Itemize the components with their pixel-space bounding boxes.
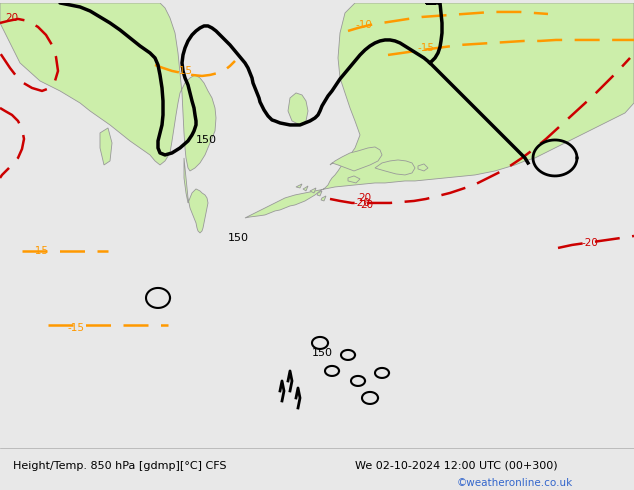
Text: -20: -20: [582, 238, 599, 248]
Text: 20: 20: [358, 193, 371, 203]
Polygon shape: [310, 188, 316, 193]
Text: -10: -10: [355, 20, 372, 30]
Polygon shape: [348, 176, 360, 183]
Polygon shape: [418, 164, 428, 171]
Polygon shape: [0, 3, 216, 171]
Text: -20: -20: [353, 198, 370, 208]
Polygon shape: [184, 158, 208, 233]
Text: 20: 20: [360, 200, 373, 210]
Text: 150: 150: [196, 135, 217, 145]
Text: -15: -15: [418, 43, 435, 53]
Text: -15: -15: [32, 246, 49, 256]
Text: -15: -15: [68, 323, 85, 333]
Text: -15: -15: [175, 66, 192, 76]
Polygon shape: [296, 184, 302, 188]
Polygon shape: [317, 191, 322, 196]
Text: We 02-10-2024 12:00 UTC (00+300): We 02-10-2024 12:00 UTC (00+300): [355, 461, 558, 471]
Text: ©weatheronline.co.uk: ©weatheronline.co.uk: [456, 478, 573, 488]
Polygon shape: [321, 196, 326, 201]
Polygon shape: [100, 128, 112, 165]
Text: Height/Temp. 850 hPa [gdmp][°C] CFS: Height/Temp. 850 hPa [gdmp][°C] CFS: [13, 461, 226, 471]
Polygon shape: [288, 93, 308, 125]
Text: 150: 150: [228, 233, 249, 243]
Text: 20: 20: [5, 13, 18, 23]
Polygon shape: [330, 147, 382, 171]
Polygon shape: [303, 186, 308, 191]
Polygon shape: [375, 160, 415, 175]
Text: 150: 150: [312, 348, 333, 358]
Polygon shape: [245, 3, 634, 218]
